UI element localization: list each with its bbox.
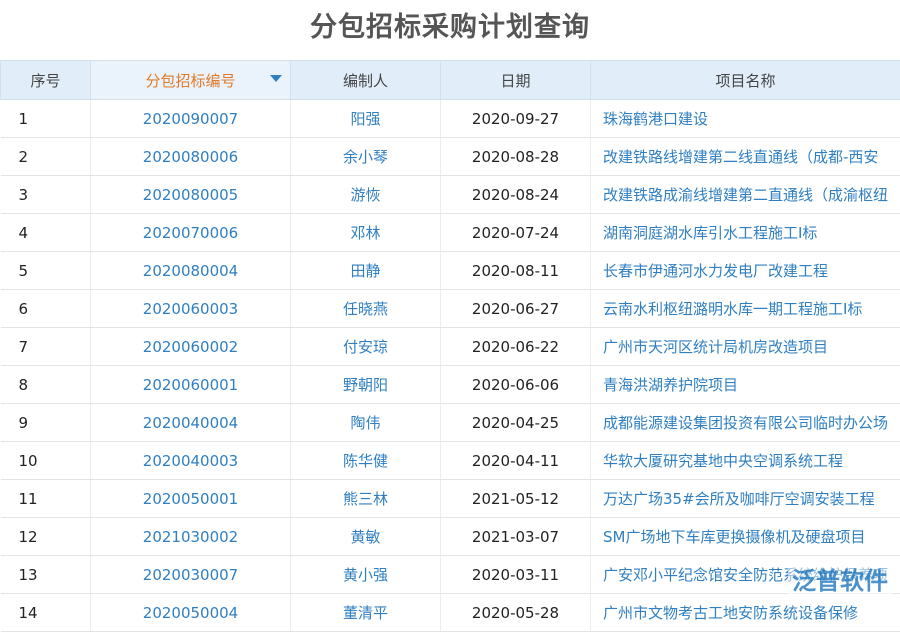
table-cell[interactable]: 2021030002 bbox=[91, 518, 291, 556]
table-cell: 7 bbox=[1, 328, 91, 366]
header-row: 序号分包招标编号编制人日期项目名称 bbox=[1, 61, 900, 100]
table-cell: 5 bbox=[1, 252, 91, 290]
column-header[interactable]: 日期 bbox=[441, 61, 591, 100]
table-cell: 2020-03-11 bbox=[441, 556, 591, 594]
table-cell[interactable]: 长春市伊通河水力发电厂改建工程 bbox=[591, 252, 900, 290]
sort-dropdown[interactable] bbox=[270, 75, 282, 82]
table-cell: 2020-08-24 bbox=[441, 176, 591, 214]
table-cell: 12 bbox=[1, 518, 91, 556]
table-cell: 11 bbox=[1, 480, 91, 518]
table-cell[interactable]: 成都能源建设集团投资有限公司临时办公场 bbox=[591, 404, 900, 442]
table-cell[interactable]: 2020060003 bbox=[91, 290, 291, 328]
table-cell: 10 bbox=[1, 442, 91, 480]
table-cell[interactable]: 广州市天河区统计局机房改造项目 bbox=[591, 328, 900, 366]
table-cell[interactable]: 2020040004 bbox=[91, 404, 291, 442]
table-cell[interactable]: 2020040003 bbox=[91, 442, 291, 480]
table-cell[interactable]: 2020070006 bbox=[91, 214, 291, 252]
table-cell: 14 bbox=[1, 594, 91, 632]
table-cell: 1 bbox=[1, 100, 91, 138]
table-cell: 8 bbox=[1, 366, 91, 404]
table-cell: 阳强 bbox=[291, 100, 441, 138]
table-cell: 陶伟 bbox=[291, 404, 441, 442]
table-cell: 邓林 bbox=[291, 214, 441, 252]
column-header[interactable]: 编制人 bbox=[291, 61, 441, 100]
table-cell: 9 bbox=[1, 404, 91, 442]
table-cell: 2020-07-24 bbox=[441, 214, 591, 252]
table-cell: 2020-05-28 bbox=[441, 594, 591, 632]
table-cell[interactable]: 湖南洞庭湖水库引水工程施工I标 bbox=[591, 214, 900, 252]
table-cell: 田静 bbox=[291, 252, 441, 290]
table-cell: 3 bbox=[1, 176, 91, 214]
table-cell: 任晓燕 bbox=[291, 290, 441, 328]
table-cell[interactable]: 青海洪湖养护院项目 bbox=[591, 366, 900, 404]
table-cell: 2020-06-06 bbox=[441, 366, 591, 404]
table-cell: 2021-05-12 bbox=[441, 480, 591, 518]
table-cell[interactable]: 珠海鹤港口建设 bbox=[591, 100, 900, 138]
table-cell: 陈华健 bbox=[291, 442, 441, 480]
table-cell: 4 bbox=[1, 214, 91, 252]
table-cell: 13 bbox=[1, 556, 91, 594]
table-cell: 6 bbox=[1, 290, 91, 328]
table-cell: 黄敏 bbox=[291, 518, 441, 556]
table-cell[interactable]: 改建铁路线增建第二线直通线（成都-西安 bbox=[591, 138, 900, 176]
table-cell[interactable]: 2020080006 bbox=[91, 138, 291, 176]
table-cell: 2020-08-28 bbox=[441, 138, 591, 176]
column-header[interactable]: 序号 bbox=[1, 61, 91, 100]
column-header[interactable]: 项目名称 bbox=[591, 61, 900, 100]
table-cell: 付安琼 bbox=[291, 328, 441, 366]
table-cell[interactable]: 华软大厦研究基地中央空调系统工程 bbox=[591, 442, 900, 480]
table-cell: 野朝阳 bbox=[291, 366, 441, 404]
watermark: 泛普软件 bbox=[788, 561, 892, 596]
table-cell[interactable]: 改建铁路成渝线增建第二直通线（成渝枢纽 bbox=[591, 176, 900, 214]
table-cell: 2021-03-07 bbox=[441, 518, 591, 556]
table-cell[interactable]: 万达广场35#会所及咖啡厅空调安装工程 bbox=[591, 480, 900, 518]
table-cell[interactable]: SM广场地下车库更换摄像机及硬盘项目 bbox=[591, 518, 900, 556]
table-cell: 2020-06-27 bbox=[441, 290, 591, 328]
table-cell: 2020-04-25 bbox=[441, 404, 591, 442]
table-cell: 黄小强 bbox=[291, 556, 441, 594]
table-cell[interactable]: 2020050001 bbox=[91, 480, 291, 518]
page-title: 分包招标采购计划查询 bbox=[0, 0, 900, 58]
table-cell: 2020-09-27 bbox=[441, 100, 591, 138]
table-cell[interactable]: 广州市文物考古工地安防系统设备保修 bbox=[591, 594, 900, 632]
table-cell: 游恢 bbox=[291, 176, 441, 214]
table-cell[interactable]: 2020080005 bbox=[91, 176, 291, 214]
table-cell[interactable]: 2020080004 bbox=[91, 252, 291, 290]
table-cell: 余小琴 bbox=[291, 138, 441, 176]
table-cell: 2020-08-11 bbox=[441, 252, 591, 290]
table-cell[interactable]: 2020030007 bbox=[91, 556, 291, 594]
table-cell[interactable]: 2020050004 bbox=[91, 594, 291, 632]
table-cell[interactable]: 2020090007 bbox=[91, 100, 291, 138]
table-cell[interactable]: 云南水利枢纽潞明水库一期工程施工I标 bbox=[591, 290, 900, 328]
table-cell: 2020-04-11 bbox=[441, 442, 591, 480]
table-cell: 2 bbox=[1, 138, 91, 176]
table-cell[interactable]: 2020060002 bbox=[91, 328, 291, 366]
table-cell: 董清平 bbox=[291, 594, 441, 632]
table-cell: 熊三林 bbox=[291, 480, 441, 518]
column-header[interactable]: 分包招标编号 bbox=[91, 61, 291, 100]
table-cell: 2020-06-22 bbox=[441, 328, 591, 366]
table-cell[interactable]: 2020060001 bbox=[91, 366, 291, 404]
